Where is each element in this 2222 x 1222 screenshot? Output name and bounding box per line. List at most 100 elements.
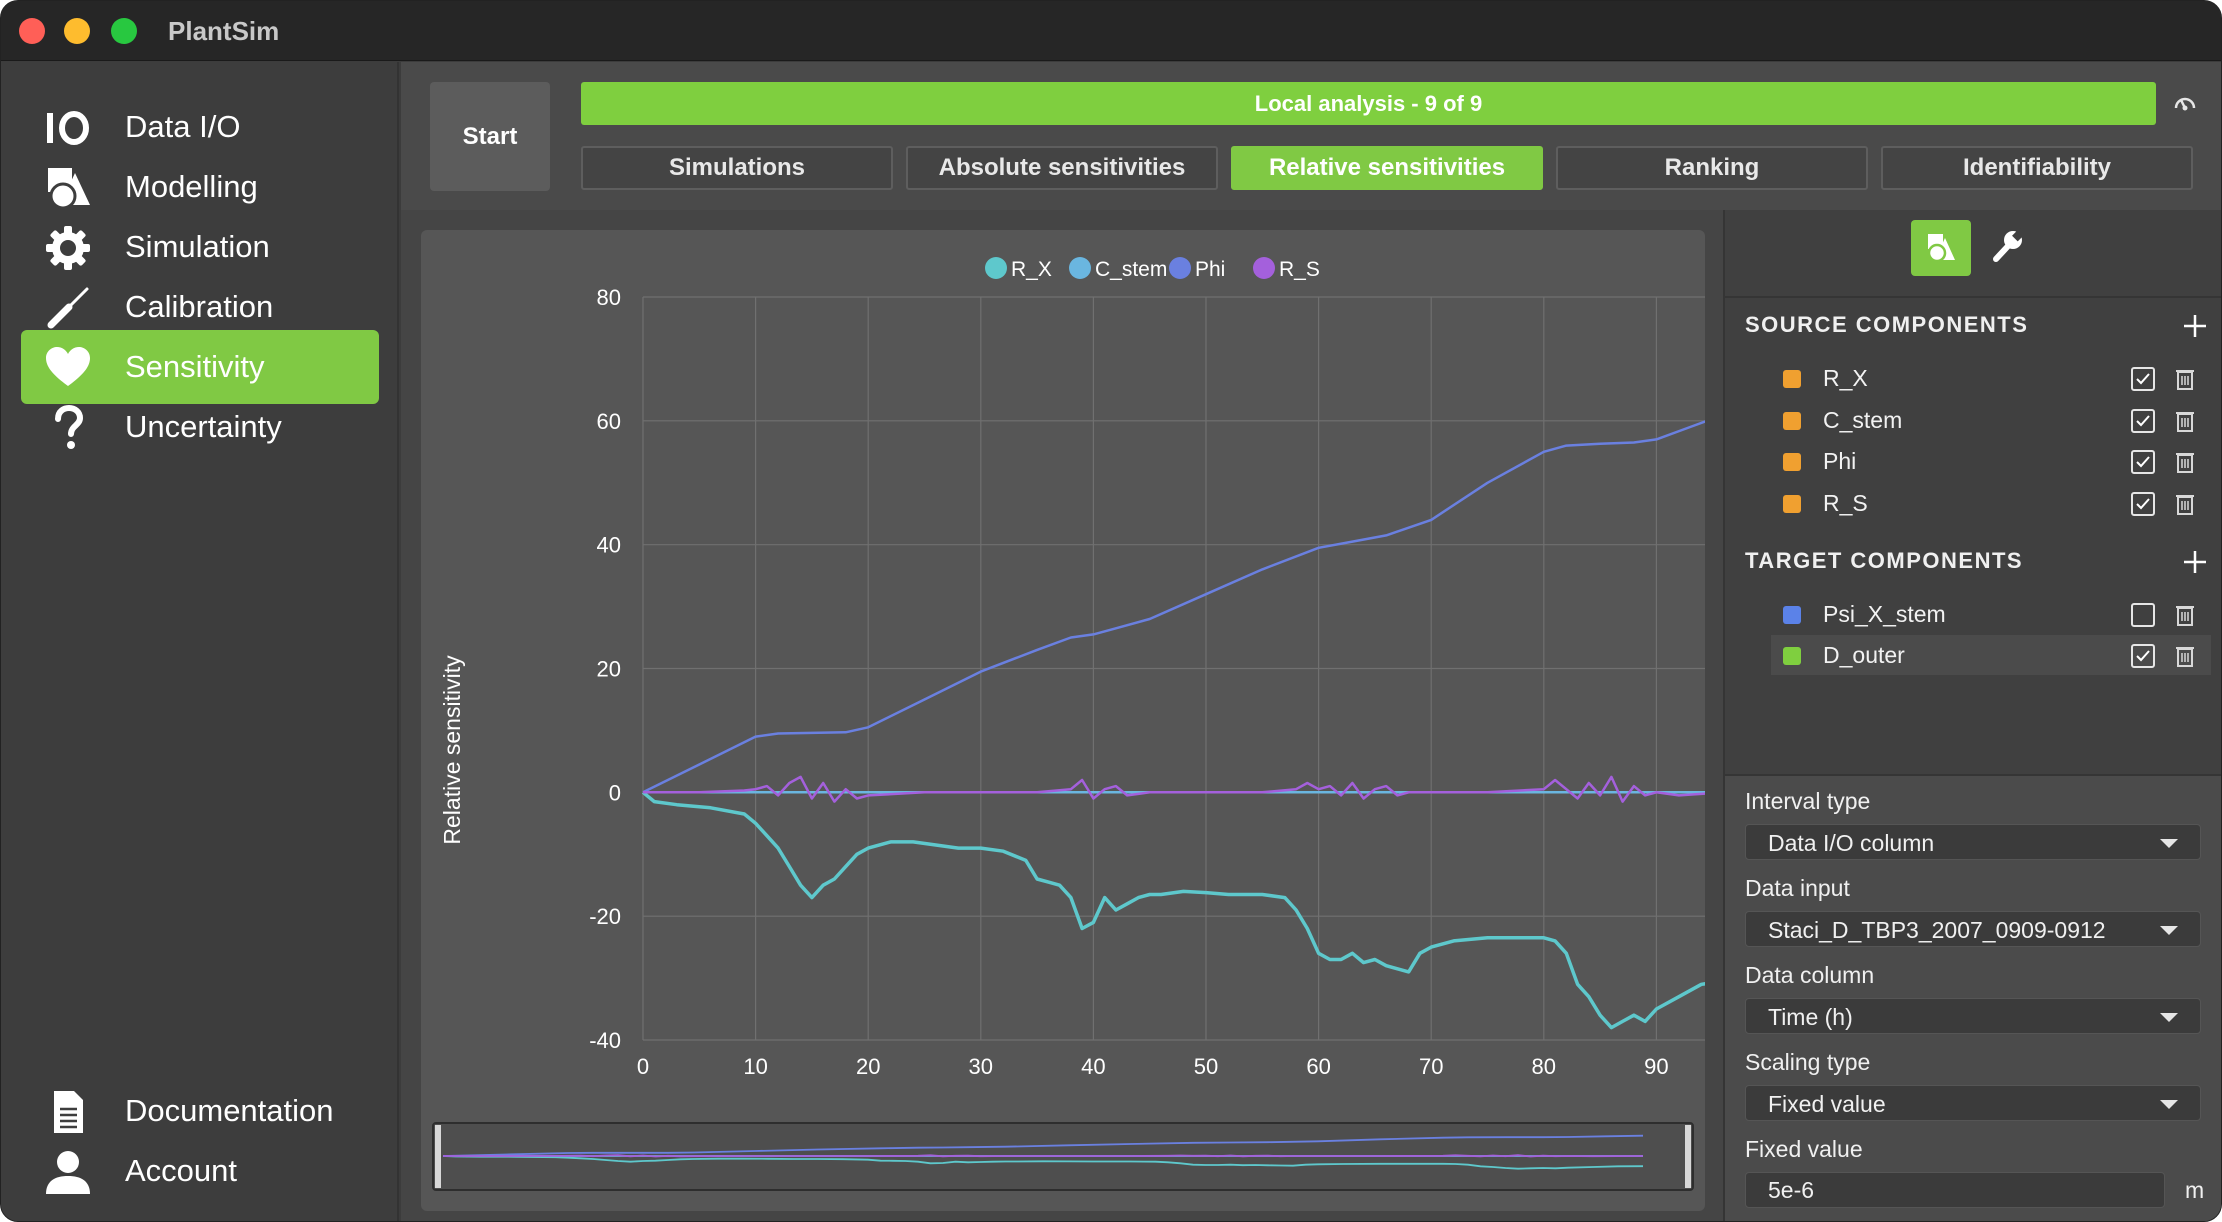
x-tick-label: 0	[637, 1054, 649, 1079]
settings-panel: SOURCE COMPONENTS R_X C_stem Phi R_S	[1723, 210, 2221, 1221]
gear-icon	[46, 226, 90, 270]
target-component-row[interactable]: D_outer	[1771, 635, 2211, 675]
fixed-value-input[interactable]	[1745, 1172, 2165, 1208]
legend-label[interactable]: Phi	[1195, 258, 1225, 281]
sidebar-item-label: Documentation	[125, 1093, 334, 1128]
x-tick-label: 70	[1419, 1054, 1443, 1079]
fixed-value-unit: m	[2185, 1177, 2205, 1203]
overview-line	[442, 1155, 1644, 1170]
sidebar-item-sensitivity[interactable]: Sensitivity	[21, 330, 379, 404]
component-checkbox[interactable]	[2131, 367, 2155, 391]
component-color-swatch	[1783, 370, 1801, 388]
sidebar-item-documentation[interactable]: Documentation	[21, 1074, 379, 1148]
legend-label[interactable]: R_S	[1279, 258, 1320, 281]
component-color-swatch	[1783, 647, 1801, 665]
trash-icon[interactable]	[2175, 492, 2195, 516]
panel-toolbar	[1725, 210, 2221, 298]
minimize-window-button[interactable]	[64, 18, 90, 44]
data-input-select[interactable]: Staci_D_TBP3_2007_0909-0912	[1745, 911, 2201, 947]
sidebar-item-account[interactable]: Account	[21, 1134, 379, 1208]
y-tick-label: -20	[589, 904, 621, 929]
source-component-row[interactable]: R_S	[1771, 483, 2211, 523]
sidebar-item-label: Simulation	[125, 229, 270, 264]
interval-type-value: Data I/O column	[1768, 830, 1935, 856]
sidebar-item-label: Account	[125, 1153, 238, 1188]
component-checkbox[interactable]	[2131, 450, 2155, 474]
screwdriver-icon	[47, 287, 89, 329]
series-line-phi[interactable]	[642, 415, 1705, 794]
sidebar-item-calibration[interactable]: Calibration	[21, 270, 379, 344]
tab-relative-sensitivities[interactable]: Relative sensitivities	[1231, 146, 1543, 190]
component-checkbox[interactable]	[2131, 409, 2155, 433]
sidebar-item-modelling[interactable]: Modelling	[21, 150, 379, 224]
close-window-button[interactable]	[19, 18, 45, 44]
chevron-down-icon	[2160, 1100, 2178, 1109]
tab-absolute-sensitivities[interactable]: Absolute sensitivities	[906, 146, 1218, 190]
y-tick-label: 20	[597, 657, 621, 682]
legend-swatch[interactable]	[1169, 257, 1191, 279]
trash-icon[interactable]	[2175, 603, 2195, 627]
data-column-label: Data column	[1745, 962, 1875, 988]
trash-icon[interactable]	[2175, 644, 2195, 668]
series-line-r-x[interactable]	[641, 790, 1705, 1030]
trash-icon[interactable]	[2175, 367, 2195, 391]
overview-line	[442, 1134, 1644, 1157]
add-source-component-icon[interactable]	[2181, 312, 2209, 340]
fixed-value-label: Fixed value	[1745, 1136, 1863, 1162]
data-column-select[interactable]: Time (h)	[1745, 998, 2201, 1034]
x-tick-label: 90	[1644, 1054, 1668, 1079]
component-label: Psi_X_stem	[1823, 601, 1946, 627]
app-title: PlantSim	[168, 16, 280, 46]
sidebar: Data I/O Modelling Simulation	[1, 62, 399, 1221]
components-tab-button[interactable]	[1911, 220, 1971, 276]
legend-label[interactable]: R_X	[1011, 258, 1052, 281]
component-label: D_outer	[1823, 642, 1905, 668]
y-tick-label: 40	[597, 533, 621, 558]
tab-simulations[interactable]: Simulations	[581, 146, 893, 190]
trash-icon[interactable]	[2175, 409, 2195, 433]
data-input-value: Staci_D_TBP3_2007_0909-0912	[1768, 917, 2106, 943]
scaling-type-value: Fixed value	[1768, 1091, 1886, 1117]
user-icon	[46, 1151, 90, 1194]
legend-swatch[interactable]	[1253, 257, 1275, 279]
component-label: R_X	[1823, 365, 1868, 391]
add-target-component-icon[interactable]	[2181, 548, 2209, 576]
component-label: C_stem	[1823, 407, 1903, 433]
source-component-row[interactable]: Phi	[1771, 441, 2211, 481]
range-handle-left[interactable]	[435, 1125, 441, 1188]
range-handle-right[interactable]	[1685, 1125, 1691, 1188]
shapes-icon	[1927, 234, 1955, 263]
scaling-type-select[interactable]: Fixed value	[1745, 1085, 2201, 1121]
x-tick-label: 30	[969, 1054, 993, 1079]
wrench-icon[interactable]	[1987, 226, 2027, 266]
trash-icon[interactable]	[2175, 450, 2195, 474]
series-line-r-s[interactable]	[643, 775, 1705, 803]
target-component-row[interactable]: Psi_X_stem	[1771, 594, 2211, 634]
source-component-row[interactable]: R_X	[1771, 358, 2211, 398]
sidebar-item-label: Data I/O	[125, 109, 241, 144]
component-color-swatch	[1783, 412, 1801, 430]
reset-icon[interactable]	[2171, 90, 2199, 118]
start-button[interactable]: Start	[430, 82, 550, 191]
sidebar-item-simulation[interactable]: Simulation	[21, 210, 379, 284]
data-input-label: Data input	[1745, 875, 1850, 901]
legend-swatch[interactable]	[985, 257, 1007, 279]
title-bar: PlantSim	[1, 1, 2221, 61]
component-checkbox[interactable]	[2131, 603, 2155, 627]
source-components-heading: SOURCE COMPONENTS	[1745, 312, 2029, 337]
sidebar-item-uncertainty[interactable]: Uncertainty	[21, 390, 379, 464]
tab-identifiability[interactable]: Identifiability	[1881, 146, 2193, 190]
component-checkbox[interactable]	[2131, 644, 2155, 668]
legend-label[interactable]: C_stem	[1095, 258, 1167, 281]
zoom-window-button[interactable]	[111, 18, 137, 44]
tab-ranking[interactable]: Ranking	[1556, 146, 1868, 190]
legend-swatch[interactable]	[1069, 257, 1091, 279]
x-tick-label: 60	[1306, 1054, 1330, 1079]
source-component-row[interactable]: C_stem	[1771, 400, 2211, 440]
sidebar-item-data-io[interactable]: Data I/O	[21, 90, 379, 164]
component-checkbox[interactable]	[2131, 492, 2155, 516]
interval-type-select[interactable]: Data I/O column	[1745, 824, 2201, 860]
io-icon	[47, 111, 89, 145]
